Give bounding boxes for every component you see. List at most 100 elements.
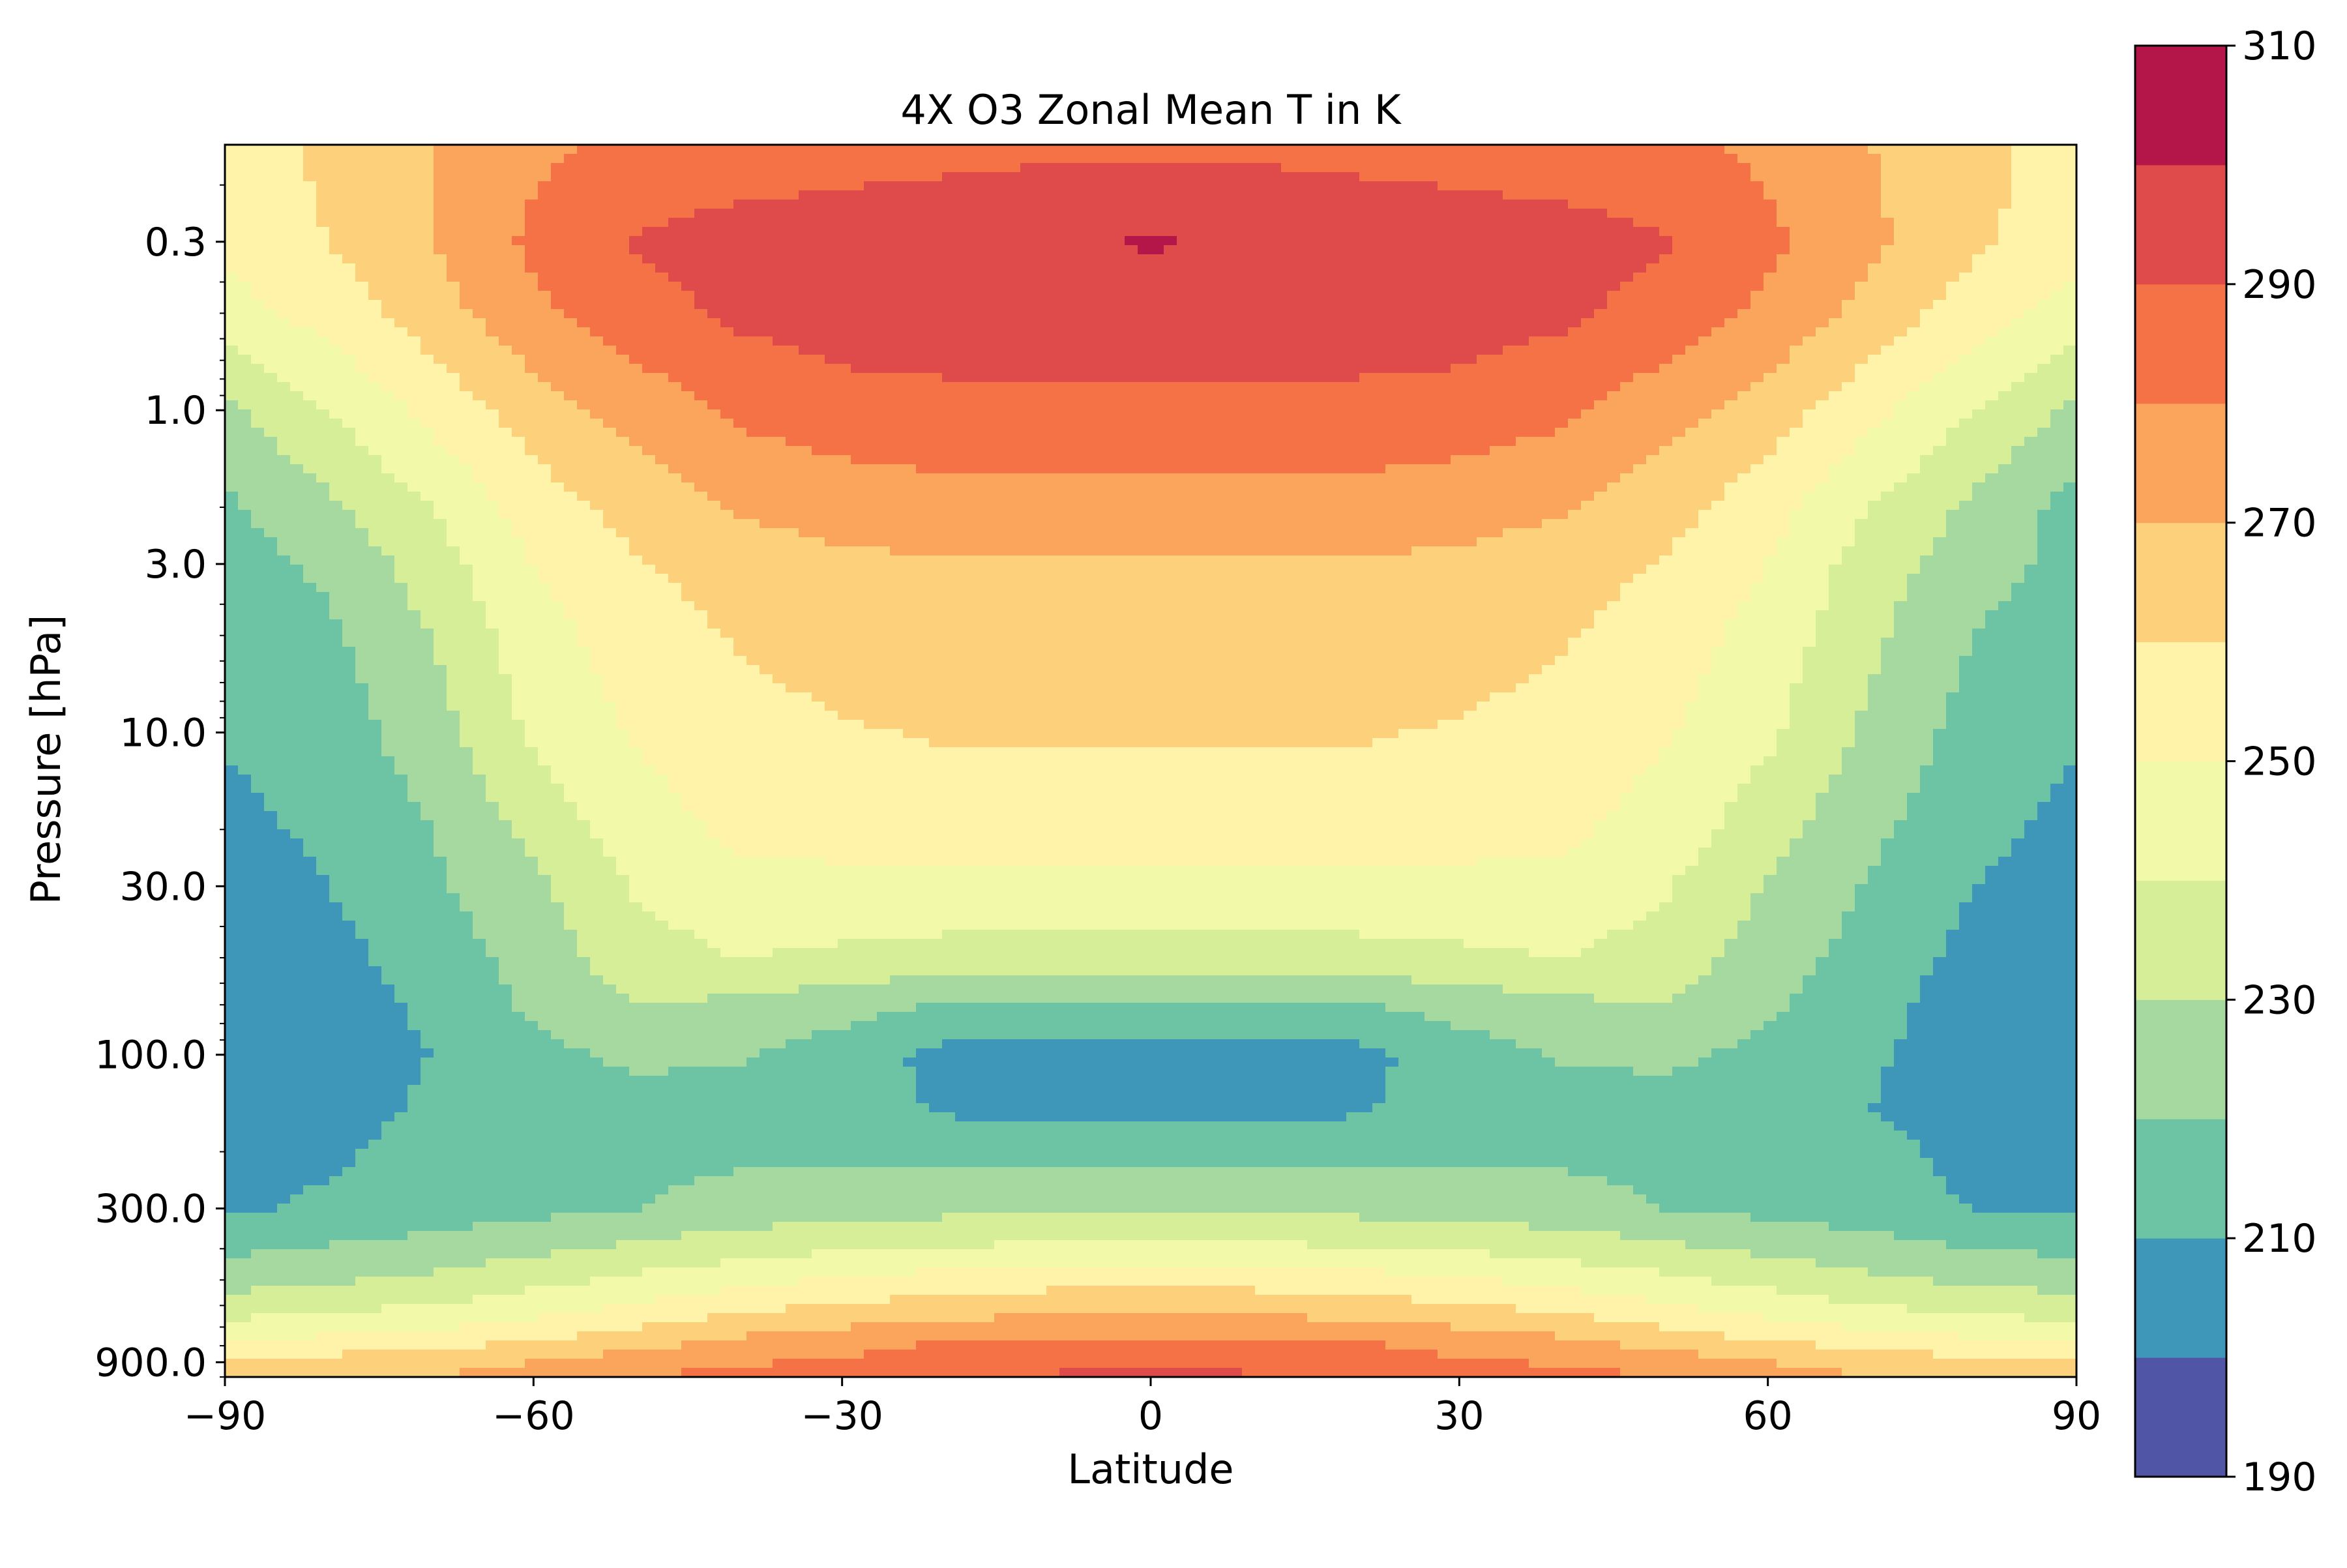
contour-cell xyxy=(746,382,760,392)
contour-cell xyxy=(525,455,539,465)
contour-cell xyxy=(355,263,369,273)
contour-cell xyxy=(1046,355,1060,364)
contour-cell xyxy=(1790,227,1803,237)
contour-cell xyxy=(942,236,956,246)
contour-cell xyxy=(1777,409,1790,419)
contour-cell xyxy=(773,218,786,228)
contour-cell xyxy=(1333,318,1347,328)
contour-cell xyxy=(655,309,669,319)
contour-cell xyxy=(2050,273,2064,282)
contour-cell xyxy=(1438,181,1451,191)
contour-cell xyxy=(890,181,904,191)
contour-cell xyxy=(1816,455,1829,465)
contour-cell xyxy=(1672,163,1686,173)
contour-cell xyxy=(551,154,565,164)
contour-cell xyxy=(1985,346,1999,355)
contour-cell xyxy=(1555,327,1569,337)
contour-cell xyxy=(473,327,486,337)
contour-cell xyxy=(955,355,969,364)
contour-cell xyxy=(499,163,512,173)
contour-cell xyxy=(1646,200,1660,209)
contour-cell xyxy=(668,409,682,419)
contour-cell xyxy=(1125,291,1138,301)
contour-cell xyxy=(877,145,891,155)
contour-cell xyxy=(981,245,995,255)
contour-cell xyxy=(1099,437,1112,447)
contour-cell xyxy=(538,382,552,392)
contour-cell xyxy=(668,455,682,465)
contour-cell xyxy=(1385,181,1399,191)
contour-cell xyxy=(1411,254,1425,264)
contour-cell xyxy=(1724,245,1738,255)
contour-cell xyxy=(1464,346,1477,355)
contour-cell xyxy=(2063,455,2077,465)
contour-cell xyxy=(486,400,499,410)
contour-cell xyxy=(290,437,304,447)
contour-cell xyxy=(877,190,891,200)
contour-cell xyxy=(1203,400,1217,410)
contour-cell xyxy=(1033,227,1047,237)
contour-cell xyxy=(1698,263,1712,273)
contour-cell xyxy=(799,282,812,291)
contour-cell xyxy=(1594,200,1608,209)
contour-cell xyxy=(460,455,473,465)
contour-cell xyxy=(1294,200,1308,209)
contour-cell xyxy=(1177,163,1190,173)
contour-cell xyxy=(655,190,669,200)
contour-cell xyxy=(1203,318,1217,328)
contour-cell xyxy=(1894,382,1908,392)
contour-cell xyxy=(746,145,760,155)
contour-cell xyxy=(1555,172,1569,182)
contour-cell xyxy=(577,382,591,392)
contour-cell xyxy=(642,163,656,173)
contour-cell xyxy=(1855,218,1868,228)
contour-cell xyxy=(812,446,825,456)
contour-cell xyxy=(564,245,578,255)
contour-cell xyxy=(577,355,591,364)
contour-cell xyxy=(1842,154,1855,164)
contour-cell xyxy=(1333,409,1347,419)
contour-cell xyxy=(421,291,434,301)
contour-cell xyxy=(1216,437,1230,447)
contour-cell xyxy=(1777,254,1790,264)
contour-cell xyxy=(1059,336,1073,346)
contour-cell xyxy=(707,373,721,383)
contour-cell xyxy=(1451,437,1464,447)
contour-cell xyxy=(1711,437,1725,447)
contour-cell xyxy=(1307,200,1321,209)
contour-cell xyxy=(1529,419,1543,428)
contour-cell xyxy=(1190,373,1203,383)
contour-cell xyxy=(629,300,643,310)
contour-cell xyxy=(381,464,395,474)
contour-cell xyxy=(316,263,330,273)
contour-cell xyxy=(838,154,851,164)
contour-cell xyxy=(1424,273,1438,282)
contour-cell xyxy=(264,218,278,228)
contour-cell xyxy=(421,154,434,164)
contour-cell xyxy=(590,245,604,255)
contour-cell xyxy=(1346,291,1360,301)
contour-cell xyxy=(694,236,708,246)
contour-cell xyxy=(277,218,291,228)
contour-cell xyxy=(707,273,721,282)
contour-cell xyxy=(1790,446,1803,456)
contour-cell xyxy=(825,300,838,310)
contour-cell xyxy=(1398,245,1412,255)
contour-cell xyxy=(1933,190,1947,200)
contour-cell xyxy=(590,309,604,319)
contour-cell xyxy=(1203,218,1217,228)
contour-cell xyxy=(1542,309,1556,319)
contour-cell xyxy=(1033,300,1047,310)
contour-cell xyxy=(1568,455,1582,465)
contour-cell xyxy=(251,400,265,410)
contour-cell xyxy=(1516,428,1529,437)
contour-cell xyxy=(434,227,447,237)
contour-cell xyxy=(642,145,656,155)
contour-cell xyxy=(499,327,512,337)
contour-cell xyxy=(551,172,565,182)
contour-cell xyxy=(760,273,773,282)
contour-cell xyxy=(773,437,786,447)
contour-cell xyxy=(1894,419,1908,428)
contour-cell xyxy=(1777,263,1790,273)
contour-cell xyxy=(447,364,460,374)
